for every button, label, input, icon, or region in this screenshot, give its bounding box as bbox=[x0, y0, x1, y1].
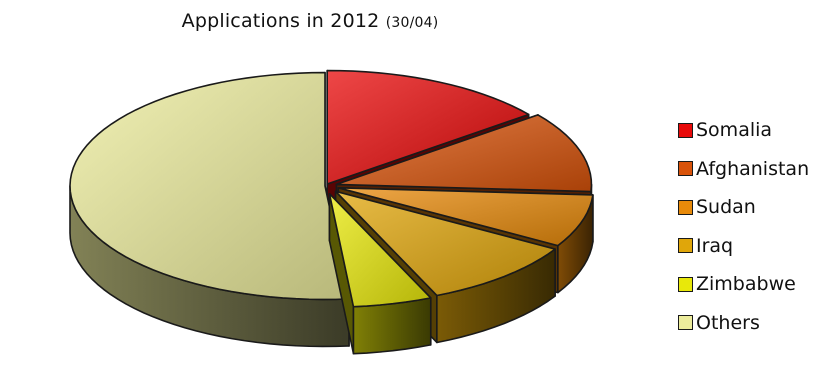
legend-item-iraq: Iraq bbox=[678, 227, 828, 266]
slice-top bbox=[69, 71, 350, 301]
legend-label: Sudan bbox=[696, 196, 756, 219]
slice-top bbox=[328, 192, 432, 308]
legend-item-others: Others bbox=[678, 304, 828, 343]
legend-swatch bbox=[678, 315, 693, 331]
legend-label: Afghanistan bbox=[696, 157, 810, 180]
pie-slice-zimbabwe bbox=[328, 192, 432, 355]
slice-top bbox=[337, 187, 594, 247]
slice-top bbox=[335, 114, 593, 193]
chart-subtitle: (30/04) bbox=[385, 15, 439, 31]
chart-title: Applications in 2012 (30/04) bbox=[0, 10, 620, 32]
legend-swatch bbox=[678, 276, 693, 292]
legend-swatch bbox=[678, 161, 693, 177]
slice-top bbox=[334, 190, 556, 297]
legend-swatch bbox=[678, 122, 693, 138]
legend-item-zimbabwe: Zimbabwe bbox=[678, 265, 828, 304]
slice-top bbox=[326, 69, 530, 185]
chart-title-main: Applications in 2012 bbox=[181, 10, 380, 32]
legend-swatch bbox=[678, 199, 693, 215]
legend: Somalia Afghanistan Sudan Iraq Zimbabwe Other… bbox=[678, 111, 828, 342]
legend-label: Others bbox=[696, 311, 760, 334]
legend-label: Iraq bbox=[696, 234, 734, 257]
pie-slice-others bbox=[69, 71, 350, 348]
legend-item-somalia: Somalia bbox=[678, 111, 828, 150]
legend-label: Somalia bbox=[696, 119, 773, 142]
legend-item-afghanistan: Afghanistan bbox=[678, 150, 828, 189]
legend-swatch bbox=[678, 238, 693, 254]
legend-label: Zimbabwe bbox=[696, 273, 796, 296]
legend-item-sudan: Sudan bbox=[678, 188, 828, 227]
